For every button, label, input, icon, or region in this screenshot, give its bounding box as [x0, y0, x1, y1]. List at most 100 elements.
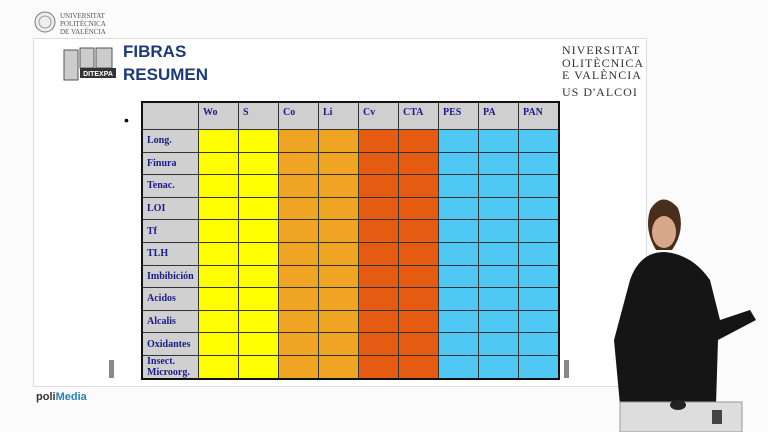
table-cell [318, 309, 359, 334]
row-header: Imbibición [141, 264, 199, 289]
line: DE VALÈNCIA [60, 28, 106, 36]
table-cell [398, 219, 439, 243]
table-cell [518, 241, 560, 266]
table-row: Acidos [141, 287, 560, 311]
table-cell [198, 196, 239, 221]
table-cell [398, 174, 439, 198]
table-cell [398, 287, 439, 311]
table-cell [478, 332, 519, 356]
row-header: Long. [141, 129, 199, 153]
table-cell [198, 129, 239, 153]
summary-table: Wo S Co Li Cv CTA PES PA PAN Long. Finura Tenac. LOI… [141, 101, 560, 380]
line: US D'ALCOI [562, 84, 638, 99]
table-cell [438, 219, 479, 243]
table-cell [398, 264, 439, 289]
logo-text: DITEXPA [83, 71, 113, 78]
table-cell [318, 219, 359, 243]
table-cell [478, 309, 519, 334]
table-cell [478, 241, 519, 266]
table-cell [238, 309, 279, 334]
table-cell [318, 174, 359, 198]
table-cell [478, 219, 519, 243]
table-cell [238, 196, 279, 221]
table-cell [278, 241, 319, 266]
table-row: Oxidantes [141, 332, 560, 356]
table-row: TLH [141, 241, 560, 266]
title: FIBRAS [123, 42, 187, 61]
table-cell [358, 264, 399, 289]
table-cell [358, 129, 399, 153]
table-cell [198, 332, 239, 356]
bullet: • [124, 112, 129, 128]
subtitle: RESUMEN [123, 65, 209, 84]
table-cell [478, 264, 519, 289]
university-seal [34, 11, 56, 33]
table-cell [518, 129, 560, 153]
table-cell [198, 309, 239, 334]
table-cell [518, 264, 560, 289]
row-header: Oxidantes [141, 332, 199, 356]
table-row: Finura [141, 151, 560, 176]
table-cell [278, 129, 319, 153]
table-cell [438, 196, 479, 221]
column-header: PES [438, 101, 479, 130]
table-cell [478, 174, 519, 198]
header-row: Wo S Co Li Cv CTA PES PA PAN [141, 101, 560, 130]
row-header: Tf [141, 219, 199, 243]
table-cell [278, 174, 319, 198]
table-cell [438, 309, 479, 334]
slide-marker [109, 360, 114, 378]
line: E VALÈNCIA [562, 68, 642, 82]
table-cell [278, 219, 319, 243]
column-header: CTA [398, 101, 439, 130]
brand-suffix: Media [55, 391, 87, 403]
table-cell [198, 354, 239, 380]
table-cell [478, 129, 519, 153]
table-cell [438, 241, 479, 266]
corner-cell [141, 101, 199, 130]
line: UNIVERSITAT [60, 12, 105, 20]
table-cell [518, 174, 560, 198]
table-cell [358, 219, 399, 243]
brand-prefix: poli [36, 391, 56, 403]
table-cell [518, 151, 560, 176]
table-cell [398, 129, 439, 153]
table-cell [318, 264, 359, 289]
column-header: S [238, 101, 279, 130]
table-cell [198, 241, 239, 266]
table-cell [438, 129, 479, 153]
table-cell [438, 174, 479, 198]
table-cell [318, 196, 359, 221]
table-cell [478, 354, 519, 380]
table-cell [398, 196, 439, 221]
table-cell [398, 151, 439, 176]
table-row: Alcalis [141, 309, 560, 334]
row-header: Acidos [141, 287, 199, 311]
line: OLITÈCNICA [562, 55, 644, 70]
table-cell [318, 287, 359, 311]
table-cell [358, 151, 399, 176]
column-header: PAN [518, 101, 560, 130]
table-cell [278, 196, 319, 221]
ditexpa-logo: DITEXPA [63, 47, 116, 81]
presenter [614, 199, 756, 432]
table-cell [358, 287, 399, 311]
table-cell [518, 354, 560, 380]
table-cell [438, 332, 479, 356]
slide-marker [564, 360, 569, 378]
table-cell [198, 174, 239, 198]
table-cell [198, 151, 239, 176]
table-row: LOI [141, 196, 560, 221]
table-cell [358, 309, 399, 334]
table-cell [518, 219, 560, 243]
table-cell [358, 196, 399, 221]
table-cell [358, 174, 399, 198]
table-cell [438, 287, 479, 311]
table-cell [278, 264, 319, 289]
table-cell [278, 354, 319, 380]
row-header: Finura [141, 151, 199, 176]
row-header: Alcalis [141, 309, 199, 334]
table-cell [398, 332, 439, 356]
table-cell [278, 287, 319, 311]
